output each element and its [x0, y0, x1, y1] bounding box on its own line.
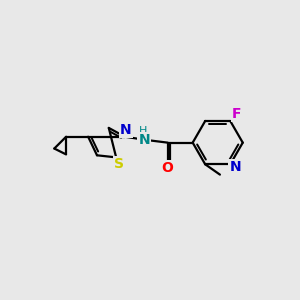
Text: O: O [162, 161, 174, 175]
Text: S: S [114, 157, 124, 171]
Text: N: N [120, 123, 132, 137]
Text: N: N [138, 133, 150, 147]
Text: N: N [230, 160, 241, 174]
Text: F: F [232, 106, 242, 121]
Text: H: H [139, 126, 147, 136]
